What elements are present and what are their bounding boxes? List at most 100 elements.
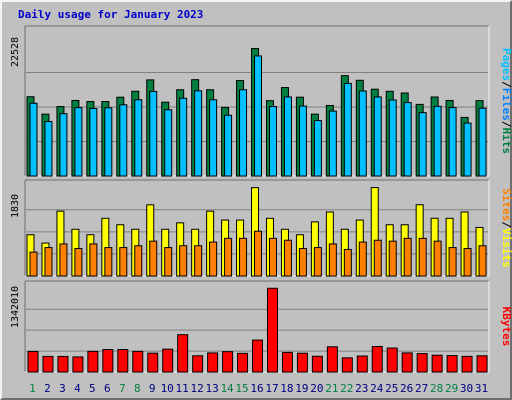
bar-sites-day-17 [268,237,277,277]
bar-pages-day-5 [89,107,98,177]
bar-pages-day-26 [403,102,412,177]
bar-sites-day-14 [224,237,233,277]
bar-kbytes-day-14 [222,351,234,373]
x-tick-label: 30 [460,382,473,395]
y-tick-label: 22528 [10,37,21,67]
bar-pages-day-14 [224,114,233,177]
bar-pages-day-29 [448,107,457,177]
bar-sites-day-6 [104,247,113,277]
x-tick-label: 26 [400,382,413,395]
bar-sites-day-10 [164,247,173,277]
x-tick-label: 9 [149,382,156,395]
bar-pages-day-4 [74,107,83,177]
x-tick-label: 13 [205,382,218,395]
bar-sites-day-24 [373,239,382,277]
bar-sites-day-31 [478,245,487,277]
y-tick-label: 1342010 [10,286,21,328]
bar-kbytes-day-16 [252,339,264,373]
x-tick-label: 12 [191,382,204,395]
bar-pages-day-11 [179,97,188,177]
x-tick-label: 23 [355,382,368,395]
x-tick-label: 5 [89,382,96,395]
bar-sites-day-7 [119,247,128,277]
bar-pages-day-9 [149,90,158,177]
bar-kbytes-day-22 [341,357,353,373]
bar-kbytes-day-11 [177,334,189,373]
x-tick-label: 4 [74,382,81,395]
bar-sites-day-18 [283,239,292,277]
bar-sites-day-26 [403,237,412,277]
bar-kbytes-day-24 [371,345,383,373]
y-axis-label-part: Hits [500,128,512,155]
bar-pages-day-6 [104,107,113,177]
x-tick-label: 22 [340,382,353,395]
x-tick-label: 6 [104,382,111,395]
bar-kbytes-day-19 [296,352,308,373]
bar-pages-day-18 [283,96,292,177]
bar-sites-day-25 [388,240,397,277]
bar-kbytes-day-23 [356,355,368,373]
x-tick-label: 2 [44,382,51,395]
bar-sites-day-20 [313,247,322,277]
bar-kbytes-day-10 [162,348,174,373]
bar-kbytes-day-15 [237,352,249,373]
y-axis-label: KBytes [500,307,512,347]
bar-pages-day-1 [29,102,38,177]
x-tick-label: 17 [265,382,278,395]
x-tick-label: 31 [475,382,488,395]
x-tick-label: 19 [295,382,308,395]
bar-kbytes-day-25 [386,347,398,373]
bar-kbytes-day-31 [476,355,488,373]
y-tick-label: 1830 [10,194,21,218]
bar-kbytes-day-29 [446,355,458,373]
bar-kbytes-day-7 [117,349,129,373]
x-tick-label: 7 [119,382,126,395]
bar-pages-day-10 [164,109,173,177]
x-tick-label: 3 [59,382,66,395]
bar-kbytes-day-8 [132,350,144,373]
bar-sites-day-16 [254,230,263,277]
bar-kbytes-day-18 [281,351,293,373]
bar-pages-day-28 [433,105,442,177]
x-tick-label: 25 [385,382,398,395]
bar-pages-day-17 [268,106,277,177]
x-tick-label: 10 [161,382,174,395]
bar-pages-day-24 [373,96,382,177]
bar-kbytes-day-21 [326,346,338,373]
bar-sites-day-27 [418,237,427,277]
bar-sites-day-15 [239,237,248,277]
x-tick-label: 16 [250,382,263,395]
x-tick-label: 29 [445,382,458,395]
bar-sites-day-8 [134,245,143,277]
bar-kbytes-day-3 [57,355,69,373]
x-tick-label: 11 [176,382,189,395]
y-axis-label-part: / [500,81,512,88]
bar-pages-day-7 [119,104,128,177]
bar-sites-day-1 [29,251,38,277]
bar-pages-day-19 [298,105,307,177]
bar-pages-day-21 [328,110,337,177]
bar-pages-day-2 [44,121,53,177]
bar-kbytes-day-20 [311,355,323,373]
bar-sites-day-19 [298,247,307,277]
bar-pages-day-15 [239,89,248,177]
bar-pages-day-23 [358,90,367,177]
y-axis-label-part: KBytes [500,307,512,347]
bar-sites-day-3 [59,243,68,277]
bar-sites-day-23 [358,241,367,277]
bar-kbytes-day-6 [102,349,114,373]
bar-kbytes-day-26 [401,352,413,373]
bar-pages-day-22 [343,82,352,177]
bar-pages-day-25 [388,99,397,177]
x-tick-label: 8 [134,382,141,395]
bar-sites-day-5 [89,243,98,277]
bar-kbytes-day-1 [27,350,39,373]
bar-sites-day-30 [463,247,472,277]
bar-pages-day-20 [313,119,322,177]
y-axis-label-part: Sites [500,188,512,221]
x-tick-label: 14 [220,382,234,395]
bar-kbytes-day-28 [431,354,443,373]
x-tick-label: 28 [430,382,443,395]
y-axis-label-part: Pages [500,48,512,81]
